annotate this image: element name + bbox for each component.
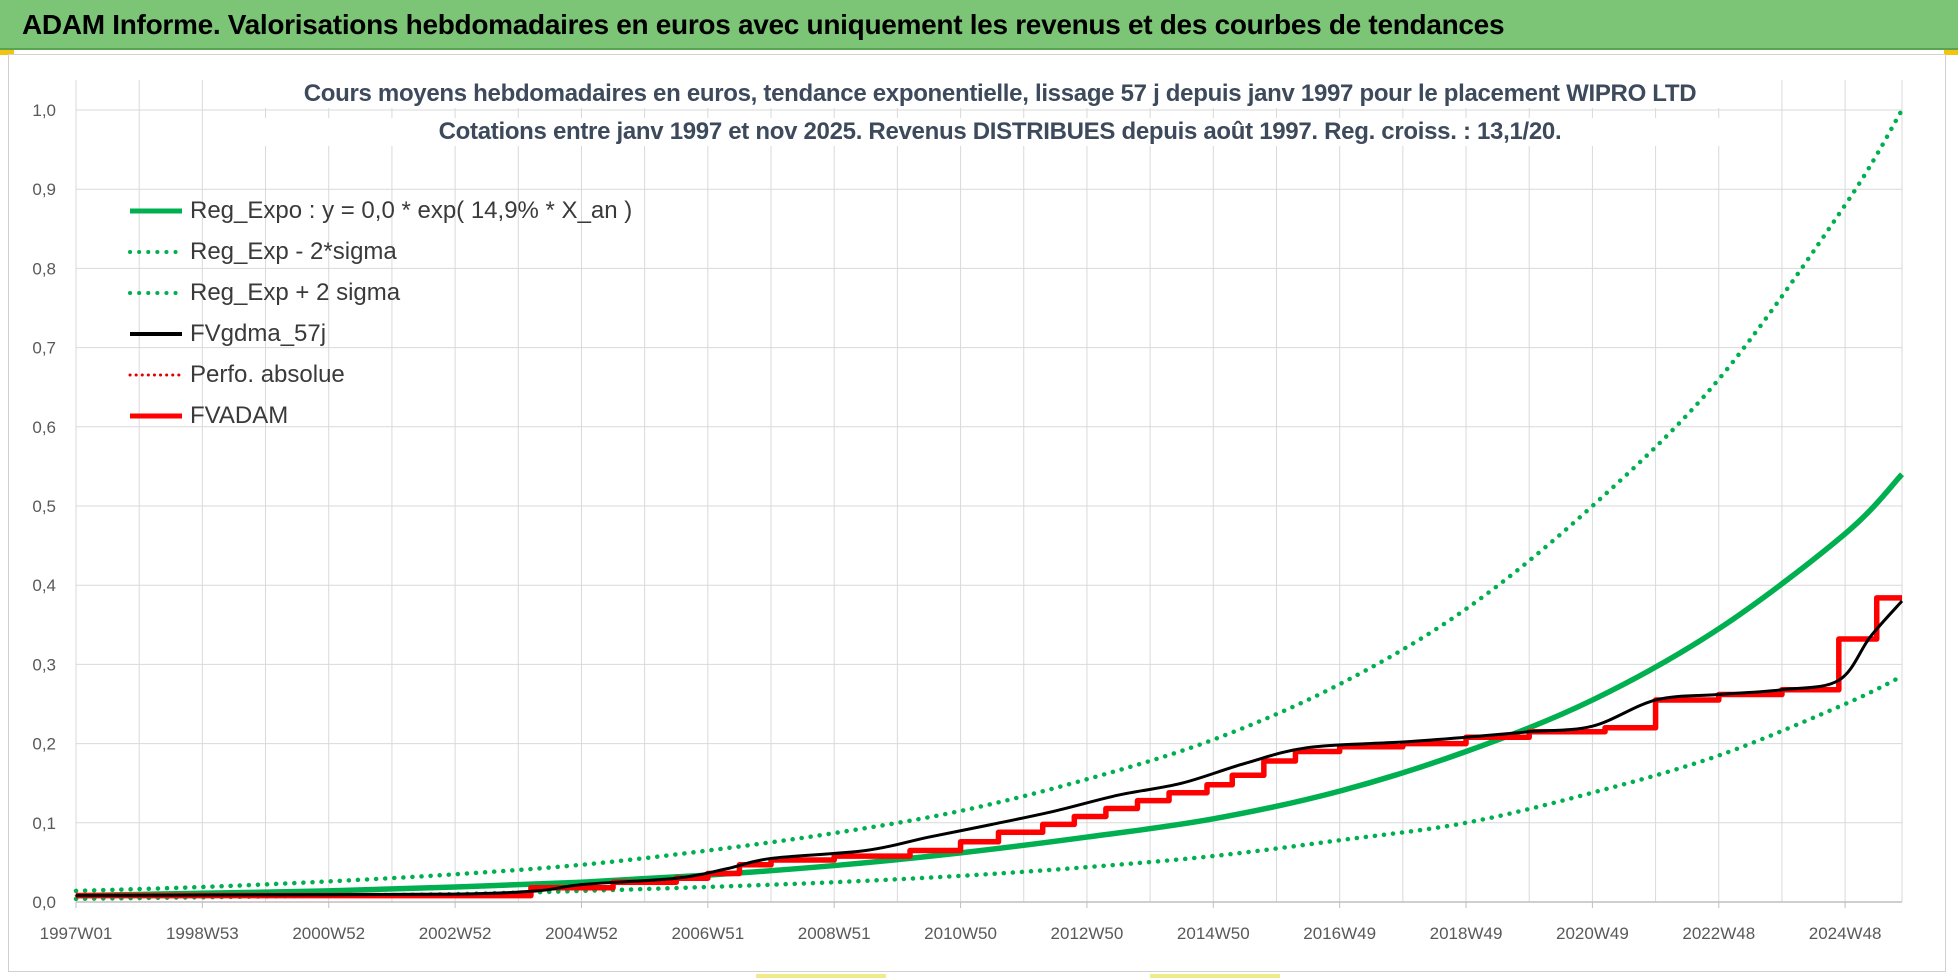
series-reg-expo-line xyxy=(75,472,1905,899)
series-sigma-plus-line xyxy=(73,107,1905,894)
corner-mark-right xyxy=(1944,50,1958,55)
page-title: ADAM Informe. Valorisations hebdomadaire… xyxy=(22,9,1505,40)
x-tick-label: 1997W01 xyxy=(40,924,113,943)
x-tick-label: 2002W52 xyxy=(419,924,492,943)
x-tick-label: 2022W48 xyxy=(1682,924,1755,943)
footer-mark-1 xyxy=(756,974,886,978)
series-fvgdma-line xyxy=(75,600,1904,898)
y-tick-label: 0,5 xyxy=(32,497,56,516)
y-tick-label: 0,8 xyxy=(32,259,56,278)
legend-label: Reg_Expo : y = 0,0 * exp( 14,9% * X_an ) xyxy=(190,196,633,224)
legend-swatch xyxy=(128,369,184,381)
x-tick-label: 2014W50 xyxy=(1177,924,1250,943)
legend-swatch xyxy=(128,205,184,217)
x-tick-label: 2016W49 xyxy=(1303,924,1376,943)
legend-item-reg-expo: Reg_Expo : y = 0,0 * exp( 14,9% * X_an ) xyxy=(128,190,632,231)
x-tick-label: 2018W49 xyxy=(1430,924,1503,943)
x-tick-label: 2004W52 xyxy=(545,924,618,943)
chart-series xyxy=(73,107,1905,902)
chart-axes: 0,0 0,1 0,2 0,3 0,4 0,5 0,6 0,7 0,8 0,9 1,0 1997W01… xyxy=(32,101,1902,943)
x-tick-label: 2000W52 xyxy=(292,924,365,943)
x-tick-label: 2010W50 xyxy=(924,924,997,943)
legend-swatch xyxy=(128,328,184,340)
legend-label: Reg_Exp + 2 sigma xyxy=(190,278,401,306)
x-tick-label: 1998W53 xyxy=(166,924,239,943)
legend-item-fvadam: FVADAM xyxy=(128,395,632,436)
footer-mark-2 xyxy=(1150,974,1280,978)
y-tick-label: 0,6 xyxy=(32,418,56,437)
chart-title-line-1: Cours moyens hebdomadaires en euros, ten… xyxy=(220,80,1780,108)
chart-title-line-2: Cotations entre janv 1997 et nov 2025. R… xyxy=(220,118,1780,146)
legend-label: Reg_Exp - 2*sigma xyxy=(190,237,397,265)
y-tick-label: 0,0 xyxy=(32,893,56,912)
corner-mark-left xyxy=(0,50,14,55)
chart-grid xyxy=(75,80,1903,903)
x-tick-label: 2020W49 xyxy=(1556,924,1629,943)
legend-label: FVgdma_57j xyxy=(190,319,327,347)
x-tick-label: 2008W51 xyxy=(798,924,871,943)
y-tick-label: 0,9 xyxy=(32,180,56,199)
y-tick-label: 0,3 xyxy=(32,655,56,674)
y-tick-label: 0,4 xyxy=(32,576,56,595)
legend-label: FVADAM xyxy=(190,401,289,429)
chart-legend: Reg_Expo : y = 0,0 * exp( 14,9% * X_an )… xyxy=(128,190,632,436)
legend-swatch xyxy=(128,410,184,422)
legend-swatch xyxy=(128,287,184,299)
legend-label: Perfo. absolue xyxy=(190,360,345,388)
y-tick-label: 0,2 xyxy=(32,735,56,754)
legend-item-sigma-plus: Reg_Exp + 2 sigma xyxy=(128,272,632,313)
y-tick-label: 1,0 xyxy=(32,101,56,120)
legend-item-fvgdma: FVgdma_57j xyxy=(128,313,632,354)
y-tick-label: 0,1 xyxy=(32,814,56,833)
x-tick-label: 2024W48 xyxy=(1809,924,1882,943)
legend-item-sigma-minus: Reg_Exp - 2*sigma xyxy=(128,231,632,272)
legend-item-perfo: Perfo. absolue xyxy=(128,354,632,395)
chart-frame xyxy=(8,54,1946,972)
legend-swatch xyxy=(128,246,184,258)
x-tick-label: 2012W50 xyxy=(1051,924,1124,943)
y-tick-label: 0,7 xyxy=(32,339,56,358)
header-bar: ADAM Informe. Valorisations hebdomadaire… xyxy=(0,0,1958,50)
x-tick-label: 2006W51 xyxy=(671,924,744,943)
